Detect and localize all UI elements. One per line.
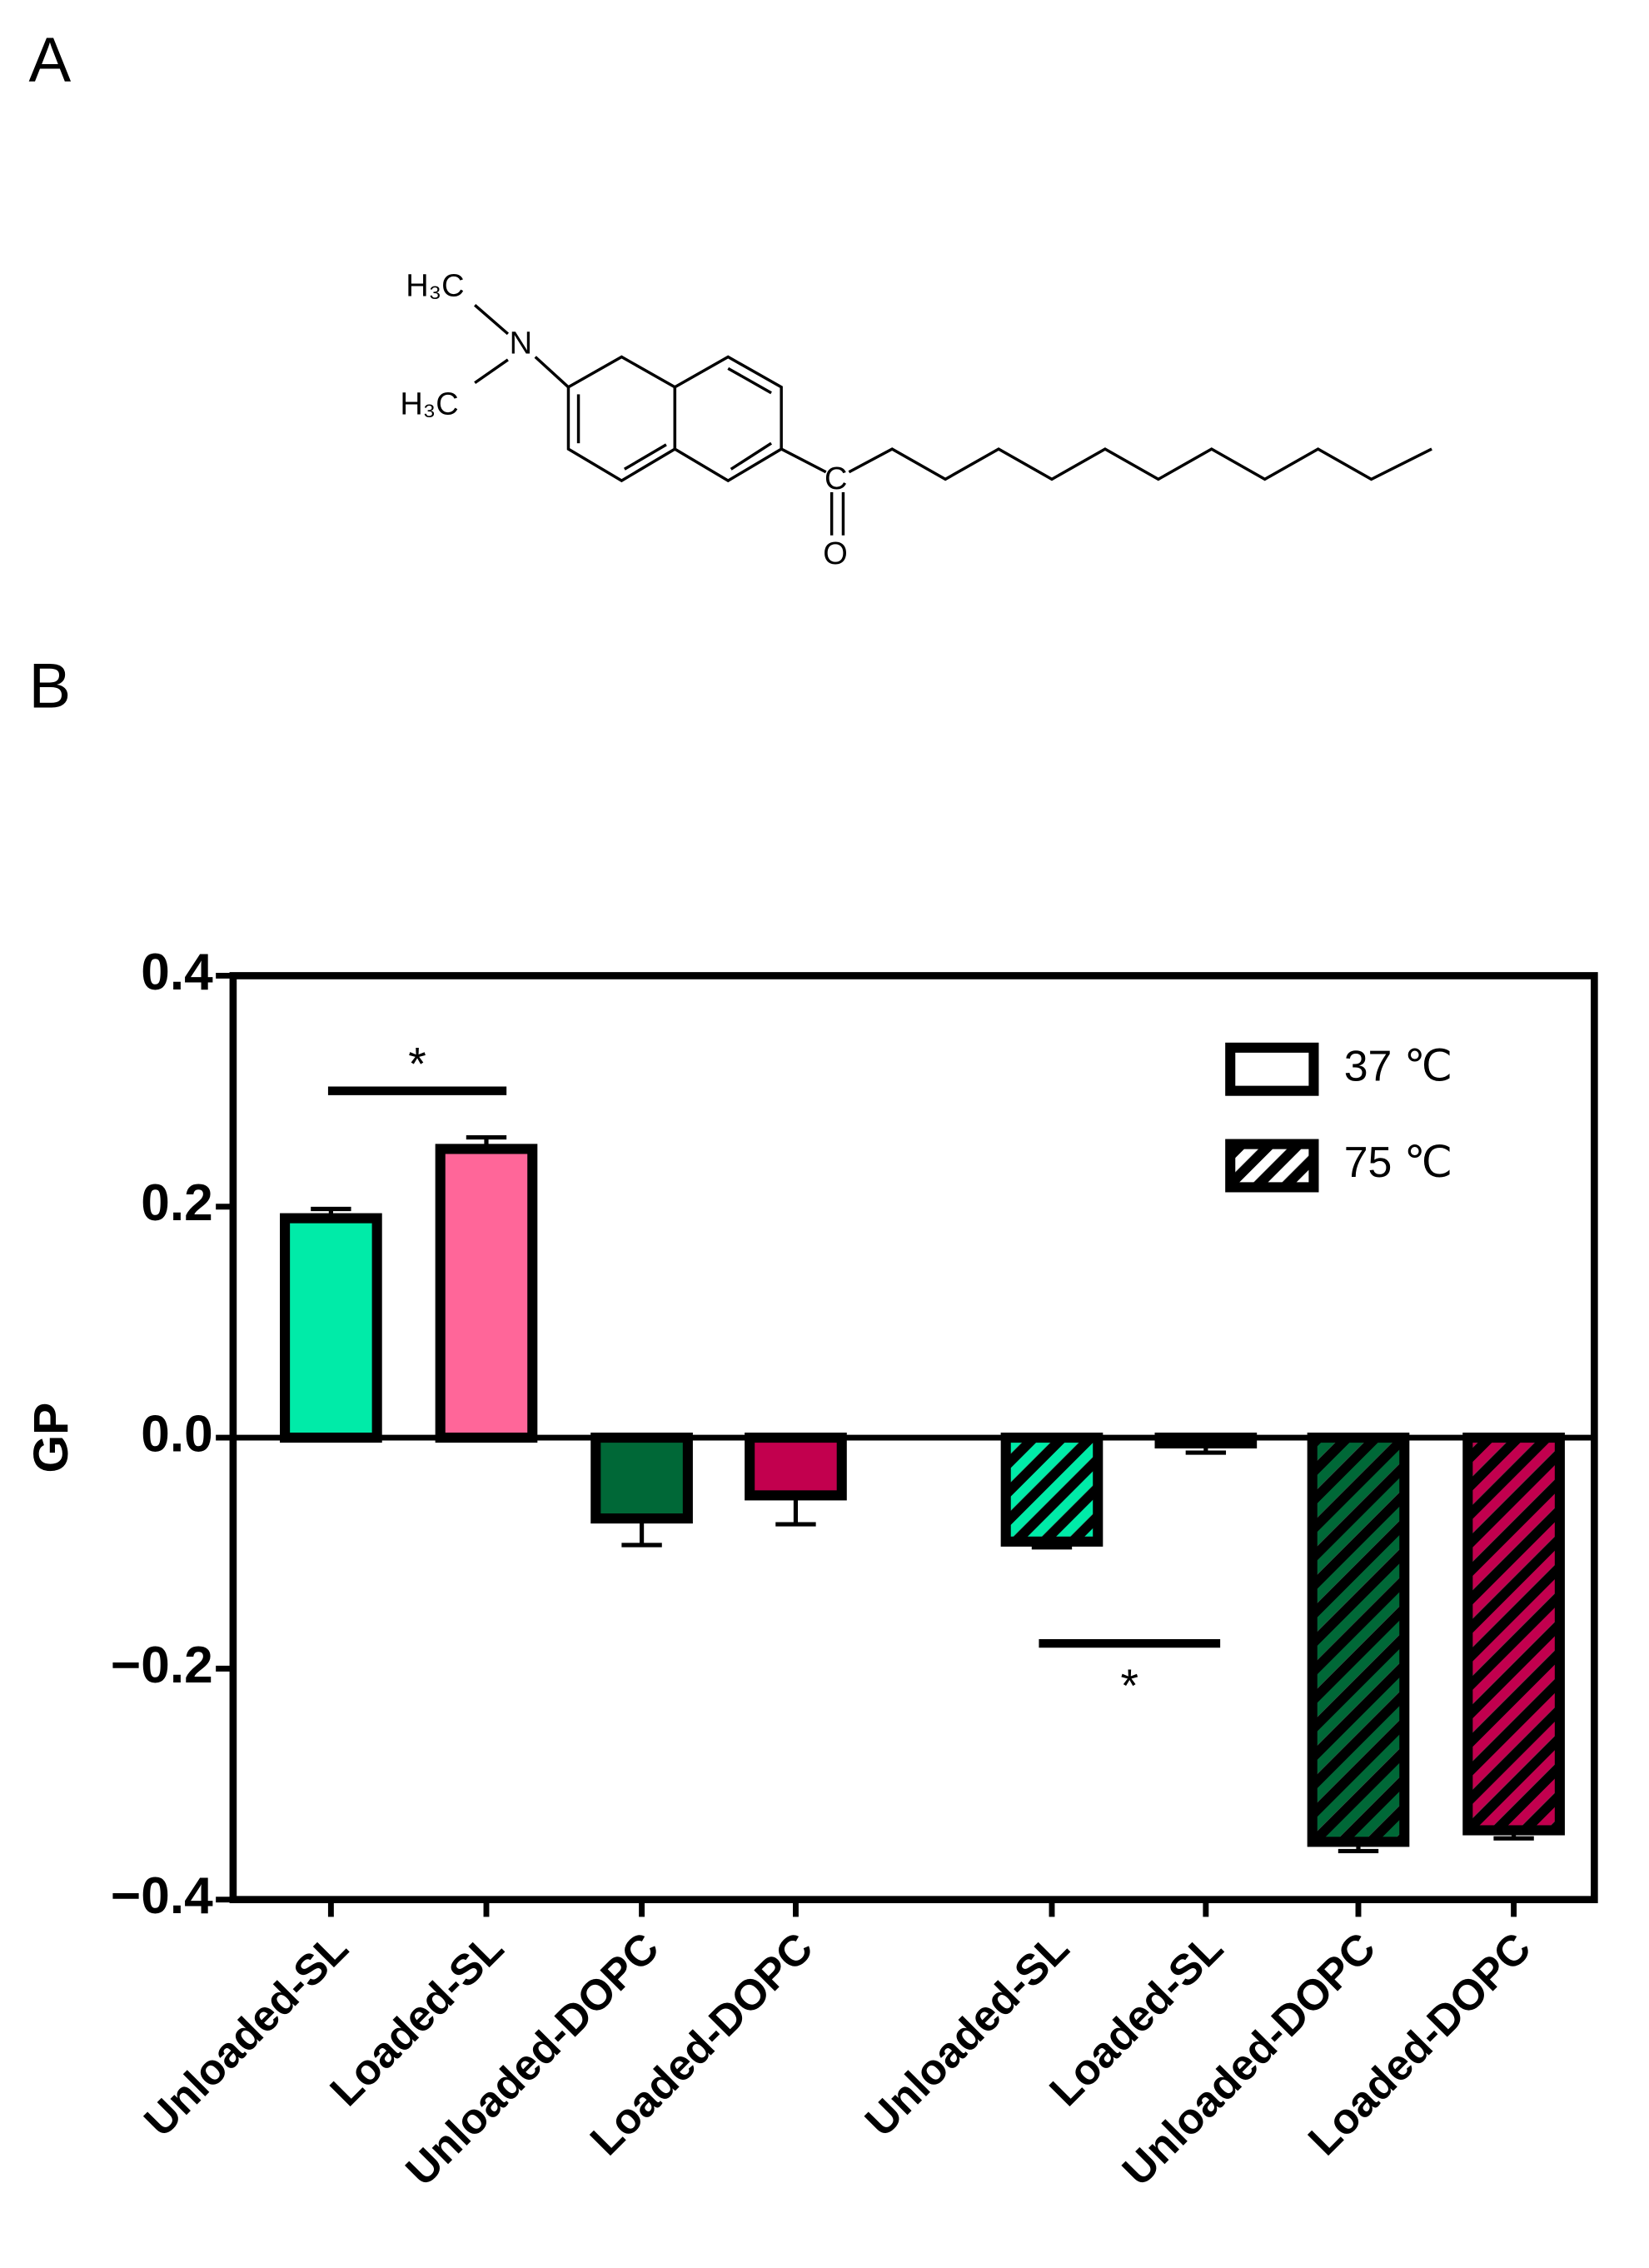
bar (590, 1433, 693, 1524)
atom-label: H₃C (406, 269, 464, 304)
legend-swatch (1225, 1042, 1319, 1096)
atom-label: O (823, 536, 848, 571)
bar (1000, 1433, 1103, 1547)
bar (1462, 1433, 1565, 1836)
bar (280, 1213, 382, 1443)
atom-label: C (824, 461, 847, 496)
x-tick-label: Unloaded-SL (135, 1923, 357, 2146)
panel-label: A (29, 25, 72, 96)
plot-frame (229, 972, 1598, 1903)
y-axis-label: GP (24, 1403, 78, 1473)
panel-label: B (29, 650, 72, 721)
y-tick-label: 0.4 (141, 944, 213, 1001)
bar (1307, 1433, 1410, 1847)
y-tick-label: −0.2 (111, 1637, 213, 1694)
y-tick-label: −0.4 (111, 1867, 213, 1925)
atom-label: N (510, 326, 532, 361)
x-tick-label: Unloaded-SL (855, 1923, 1078, 2146)
y-tick-label: 0.2 (141, 1174, 212, 1232)
legend-label: 75 ℃ (1344, 1138, 1452, 1186)
molecule (474, 304, 1432, 536)
legend-label: 37 ℃ (1344, 1041, 1452, 1089)
y-tick-label: 0.0 (141, 1405, 212, 1463)
bar (745, 1433, 847, 1501)
legend-swatch (1225, 1139, 1319, 1193)
atom-label: H₃C (400, 386, 458, 421)
significance-label: * (408, 1039, 426, 1090)
atom-labels: H₃C N H₃C C O (400, 269, 848, 571)
bar (435, 1144, 538, 1443)
significance-label: * (1121, 1660, 1139, 1712)
x-tick-label: Unloaded-DOPC (1113, 1923, 1384, 2195)
